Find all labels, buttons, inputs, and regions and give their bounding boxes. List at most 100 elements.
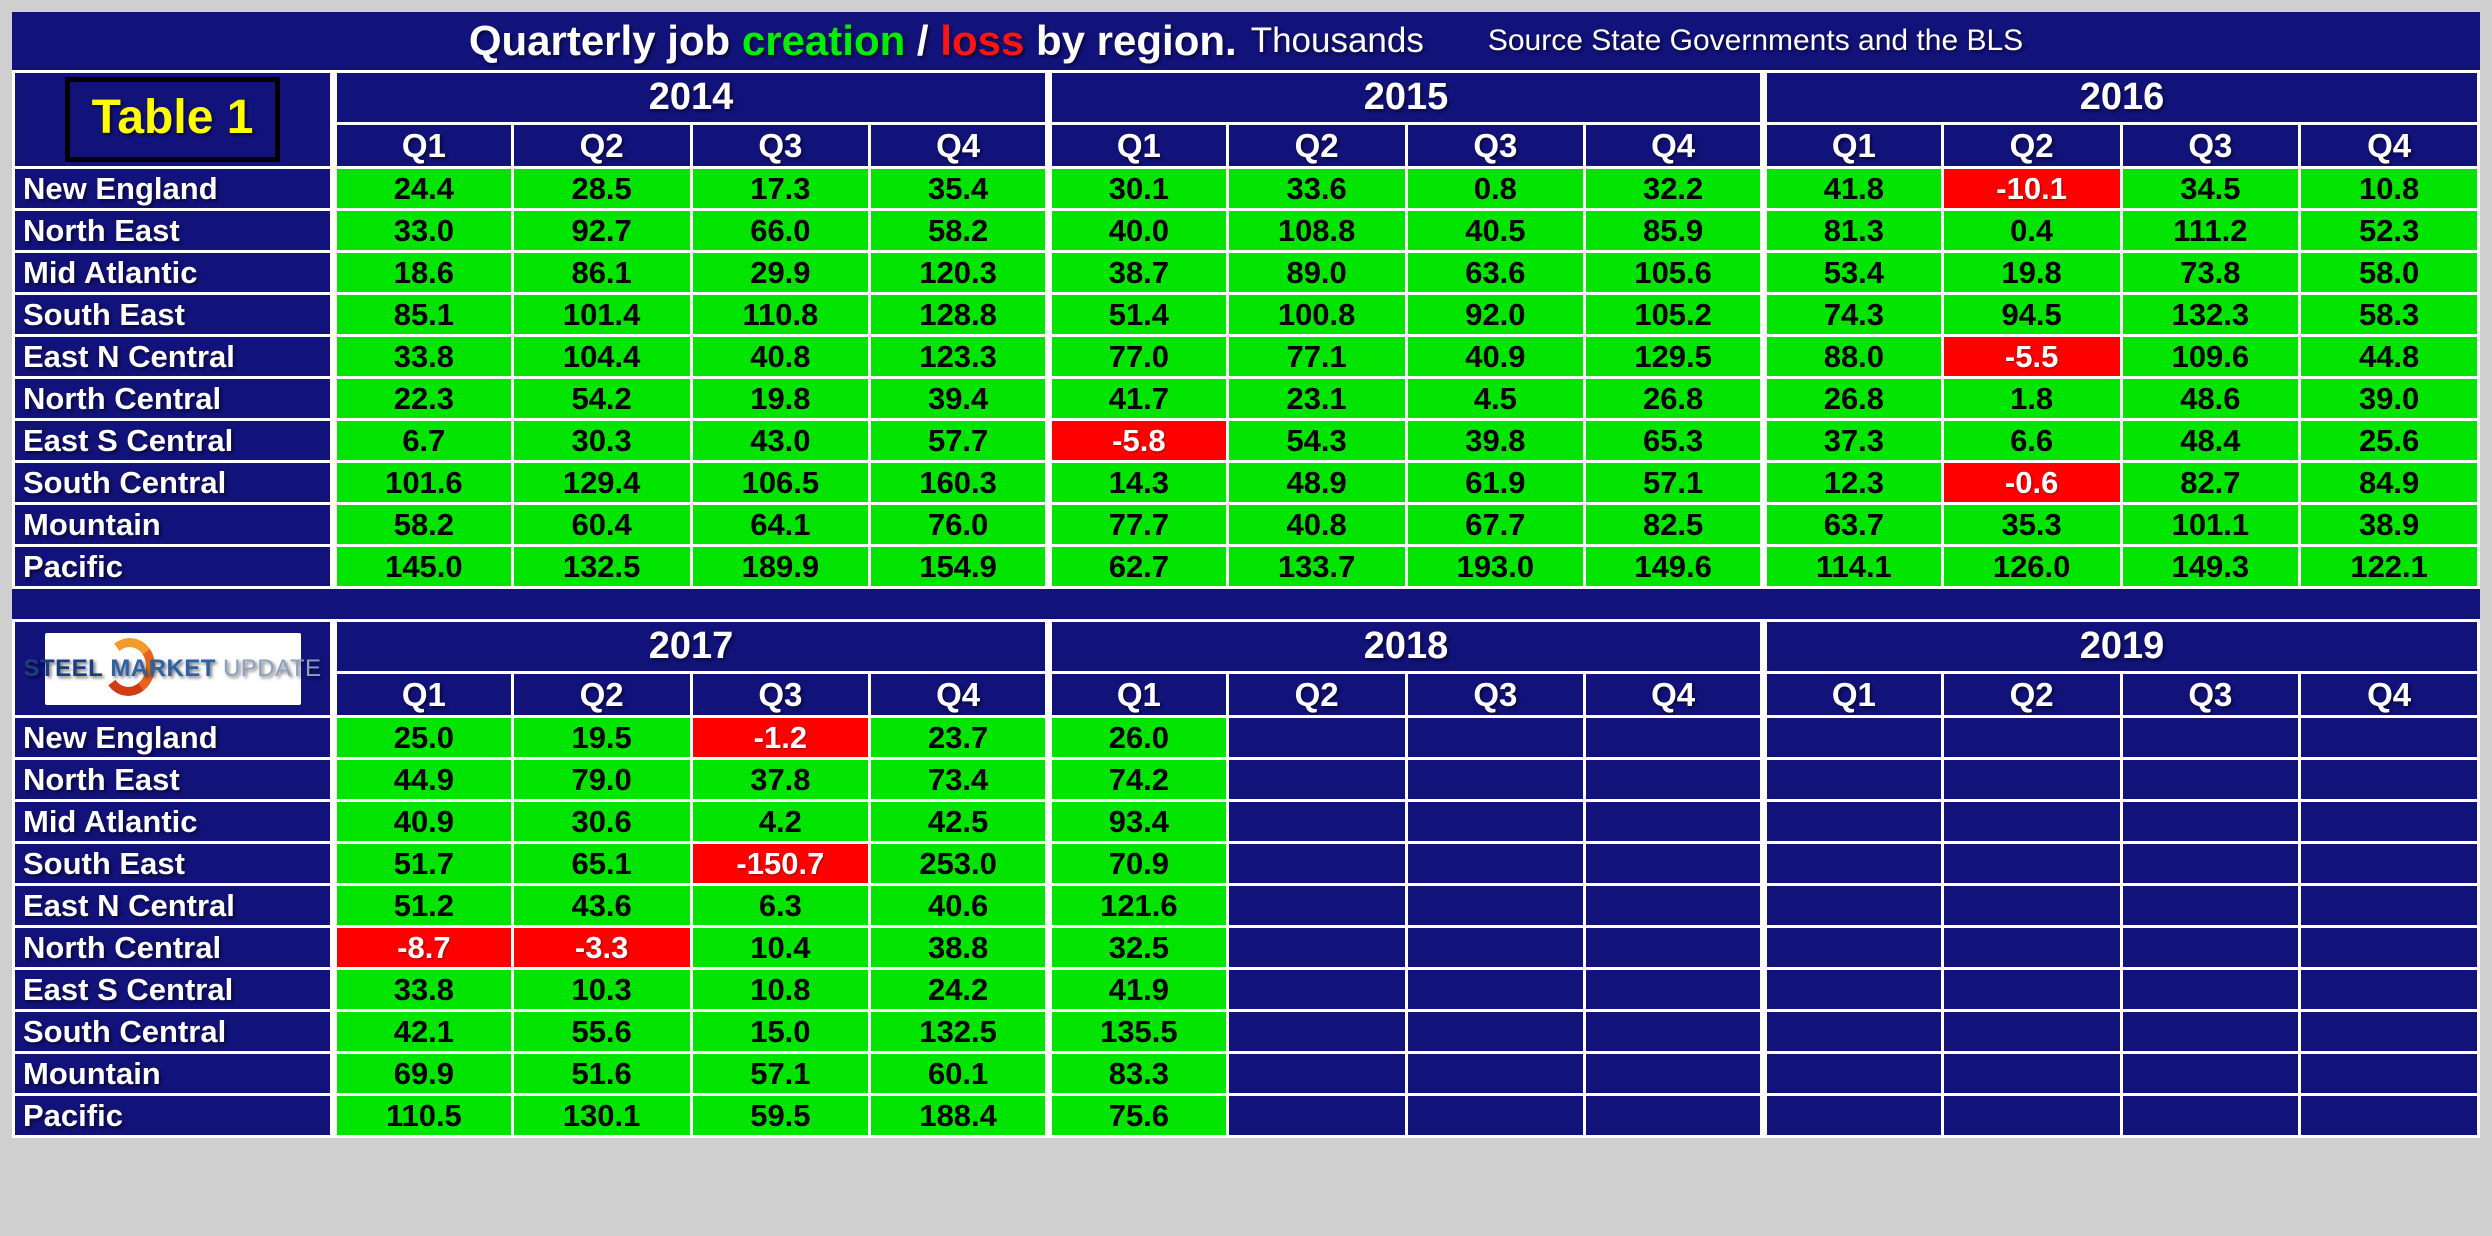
value-cell: 4.2 [689,799,872,844]
value-cell [2298,1009,2480,1054]
value-cell: 26.8 [1760,376,1944,421]
value-cell: 128.8 [868,292,1050,337]
value-cell: 126.0 [1940,544,2123,589]
value-cell: 42.5 [868,799,1050,844]
region-label: Mountain [12,502,335,547]
value-cell [1940,1093,2123,1138]
table-row: Pacific 145.0 132.5 189.9 154.9 62.7 133.7 193.… [12,544,2480,589]
quarter-header: Q4 [2298,122,2480,169]
value-cell [1583,799,1765,844]
value-cell: 32.5 [1045,925,1229,970]
value-cell [2298,799,2480,844]
value-cell: 77.0 [1045,334,1229,379]
value-cell: 58.2 [868,208,1050,253]
region-label: North East [12,208,335,253]
quarter-header: Q1 [1760,671,1944,718]
value-cell: 6.7 [330,418,514,463]
region-label: Pacific [12,544,335,589]
region-label: Mid Atlantic [12,799,335,844]
value-cell [1225,967,1408,1012]
value-cell [1940,925,2123,970]
value-cell: -3.3 [510,925,693,970]
value-cell: 82.5 [1583,502,1765,547]
value-cell: -150.7 [689,841,872,886]
table-row: New England 25.0 19.5 -1.2 23.7 26.0 [12,715,2480,760]
value-cell: 101.1 [2119,502,2302,547]
value-cell [1404,757,1587,802]
value-cell: 48.4 [2119,418,2302,463]
value-cell [1583,1009,1765,1054]
value-cell: 22.3 [330,376,514,421]
value-cell: -10.1 [1940,166,2123,211]
value-cell [1583,715,1765,760]
title-segment: / [905,17,941,64]
value-cell: 35.3 [1940,502,2123,547]
region-label: South East [12,841,335,886]
table-1-badge: Table 1 [65,77,280,162]
value-cell: 4.5 [1404,376,1587,421]
table-row: New England 24.4 28.5 17.3 35.4 30.1 33.6 0.8 32… [12,166,2480,211]
quarter-header: Q3 [689,122,872,169]
value-cell: 65.3 [1583,418,1765,463]
value-cell: 10.8 [2298,166,2480,211]
value-cell [2298,841,2480,886]
value-cell: 54.2 [510,376,693,421]
value-cell: 132.5 [510,544,693,589]
value-cell: 0.4 [1940,208,2123,253]
value-cell [1760,1051,1944,1096]
table-row: Mid Atlantic 18.6 86.1 29.9 120.3 38.7 89.0 63.… [12,250,2480,295]
value-cell: 58.2 [330,502,514,547]
value-cell: 64.1 [689,502,872,547]
value-cell: 65.1 [510,841,693,886]
value-cell [1404,1093,1587,1138]
value-cell: 24.4 [330,166,514,211]
region-label: North Central [12,376,335,421]
value-cell: 40.9 [330,799,514,844]
value-cell: 14.3 [1045,460,1229,505]
value-cell: 44.9 [330,757,514,802]
value-cell: 58.0 [2298,250,2480,295]
value-cell: 40.8 [689,334,872,379]
value-cell: 38.9 [2298,502,2480,547]
quarter-header: Q3 [2119,122,2302,169]
value-cell: 42.1 [330,1009,514,1054]
value-cell: 85.9 [1583,208,1765,253]
jobs-table-2014-2016: Table 1 2014 2015 2016 Q1 Q2 Q3 Q4 Q1 Q2 Q3 Q4 Q1 Q2 Q… [12,70,2480,589]
value-cell: 29.9 [689,250,872,295]
value-cell: 135.5 [1045,1009,1229,1054]
value-cell: 34.5 [2119,166,2302,211]
value-cell [1583,1093,1765,1138]
quarter-header: Q2 [1940,122,2123,169]
title-segment: loss [940,17,1025,64]
value-cell: 92.7 [510,208,693,253]
value-cell [1940,1051,2123,1096]
table-row: East N Central 51.2 43.6 6.3 40.6 121.6 [12,883,2480,928]
title-bar: Quarterly job creation / loss by region.… [12,12,2480,70]
value-cell: 57.1 [689,1051,872,1096]
value-cell [2119,715,2302,760]
title-segment: creation [741,17,906,64]
value-cell: 60.1 [868,1051,1050,1096]
value-cell: 55.6 [510,1009,693,1054]
value-cell: -1.2 [689,715,872,760]
value-cell: 39.0 [2298,376,2480,421]
logo-cell: STEEL MARKET UPDATE [12,619,335,718]
value-cell: 93.4 [1045,799,1229,844]
year-header: 2016 [1760,70,2480,125]
value-cell: 38.8 [868,925,1050,970]
year-header: 2015 [1045,70,1765,125]
region-label: South Central [12,460,335,505]
value-cell: 52.3 [2298,208,2480,253]
table-row: South East 85.1 101.4 110.8 128.8 51.4 100.8 92… [12,292,2480,337]
value-cell [2298,1051,2480,1096]
value-cell: 67.7 [1404,502,1587,547]
value-cell: 63.7 [1760,502,1944,547]
quarter-header: Q4 [868,671,1050,718]
value-cell [2119,967,2302,1012]
value-cell: 132.3 [2119,292,2302,337]
value-cell [1940,799,2123,844]
logo-word-update: UPDATE [222,654,322,682]
unit-label: Thousands [1250,21,1424,60]
value-cell: 40.5 [1404,208,1587,253]
value-cell: 51.2 [330,883,514,928]
